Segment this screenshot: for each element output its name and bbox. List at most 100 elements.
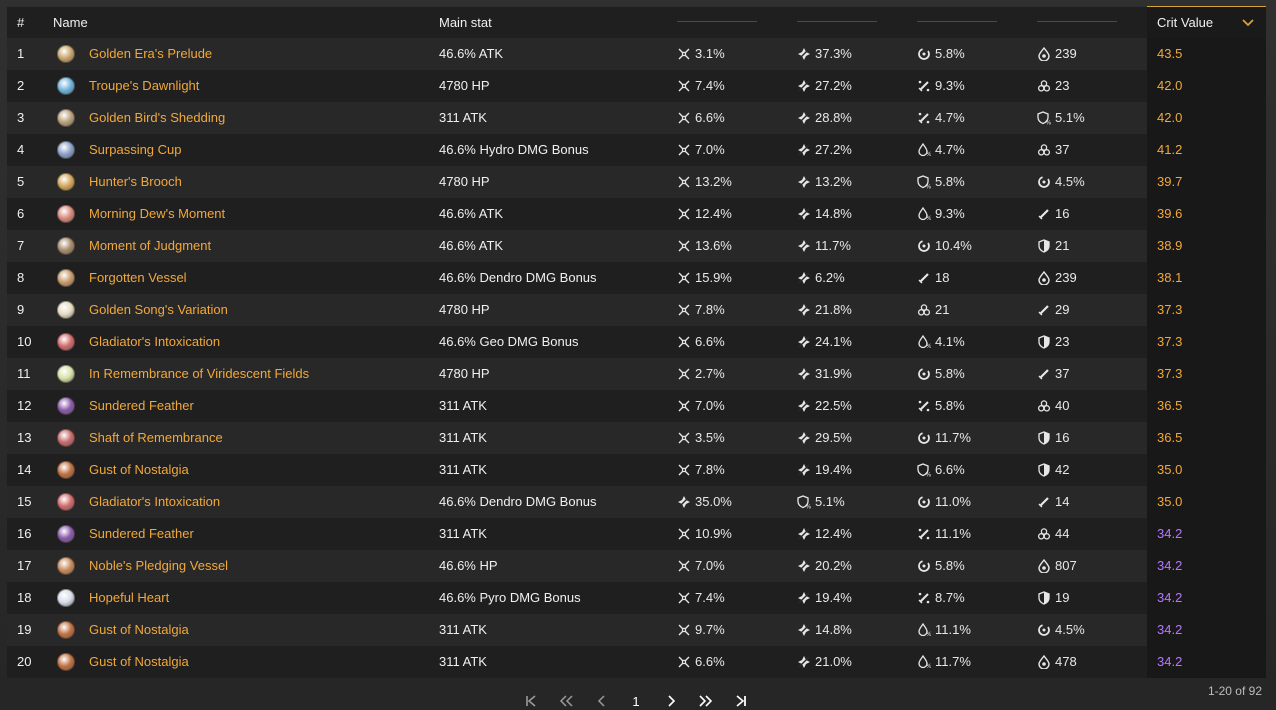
table-row[interactable]: 19 Gust of Nostalgia 311 ATK 9.7% 14.8%% 11.1… — [7, 613, 1266, 646]
crit-value-cell: 38.9 — [1147, 229, 1266, 262]
artifact-name[interactable]: Morning Dew's Moment — [89, 206, 226, 221]
elemental-mastery-icon — [1037, 270, 1051, 285]
artifact-name[interactable]: Golden Bird's Shedding — [89, 110, 226, 125]
artifact-name[interactable]: In Remembrance of Viridescent Fields — [89, 366, 310, 381]
artifact-name[interactable]: Shaft of Remembrance — [89, 430, 223, 445]
table-row[interactable]: 14 Gust of Nostalgia 311 ATK 7.8% 19.4%% 6.6%… — [7, 453, 1266, 486]
artifact-icon — [57, 620, 75, 639]
artifact-name-cell[interactable]: Sundered Feather — [43, 518, 433, 550]
table-row[interactable]: 9 Golden Song's Variation 4780 HP 7.8% 21.8%… — [7, 293, 1266, 326]
next-page-button[interactable] — [664, 694, 680, 708]
table-row[interactable]: 10 Gladiator's Intoxication 46.6% Geo DMG … — [7, 325, 1266, 358]
artifact-name[interactable]: Gust of Nostalgia — [89, 462, 189, 477]
def-flat-icon — [1037, 590, 1051, 605]
crit-value-cell: 37.3 — [1147, 293, 1266, 326]
artifact-name-cell[interactable]: Gust of Nostalgia — [43, 454, 433, 486]
header-substat-1[interactable] — [677, 7, 797, 38]
substat-cell-3: 21 — [917, 294, 1037, 326]
table-row[interactable]: 11 In Remembrance of Viridescent Fields 47… — [7, 357, 1266, 390]
def-flat-icon — [1037, 462, 1051, 477]
artifact-name-cell[interactable]: Golden Era's Prelude — [43, 38, 433, 70]
artifact-name[interactable]: Noble's Pledging Vessel — [89, 558, 229, 573]
substat-cell-3: 9.3% — [917, 70, 1037, 102]
artifact-name-cell[interactable]: Forgotten Vessel — [43, 262, 433, 294]
substat-value: 15.9% — [695, 270, 732, 285]
crit-value-cell: 35.0 — [1147, 453, 1266, 486]
table-row[interactable]: 7 Moment of Judgment 46.6% ATK 13.6% 11.7% 10… — [7, 229, 1266, 262]
artifact-name-cell[interactable]: Noble's Pledging Vessel — [43, 550, 433, 582]
substat-value: 11.7% — [935, 430, 971, 445]
artifact-name-cell[interactable]: Sundered Feather — [43, 390, 433, 422]
substat-value: 11.7% — [935, 654, 971, 669]
table-row[interactable]: 18 Hopeful Heart 46.6% Pyro DMG Bonus 7.4% 1… — [7, 581, 1266, 614]
artifact-name-cell[interactable]: Moment of Judgment — [43, 230, 433, 262]
table-row[interactable]: 17 Noble's Pledging Vessel 46.6% HP 7.0% 20.… — [7, 549, 1266, 582]
table-row[interactable]: 1 Golden Era's Prelude 46.6% ATK 3.1% 37.3% 5… — [7, 37, 1266, 70]
hp-percent-icon: % — [917, 622, 931, 637]
header-substat-3[interactable] — [917, 7, 1037, 38]
artifact-name-cell[interactable]: In Remembrance of Viridescent Fields — [43, 358, 433, 390]
artifact-name[interactable]: Sundered Feather — [89, 526, 194, 541]
table-row[interactable]: 3 Golden Bird's Shedding 311 ATK 6.6% 28.8% 4… — [7, 101, 1266, 134]
substat-cell-2: 21.0% — [797, 646, 917, 678]
table-row[interactable]: 2 Troupe's Dawnlight 4780 HP 7.4% 27.2% 9.3% 2… — [7, 69, 1266, 102]
table-row[interactable]: 8 Forgotten Vessel 46.6% Dendro DMG Bonus 1… — [7, 261, 1266, 294]
artifact-name[interactable]: Troupe's Dawnlight — [89, 78, 200, 93]
header-main-stat[interactable]: Main stat — [439, 14, 492, 30]
artifact-name[interactable]: Forgotten Vessel — [89, 270, 187, 285]
artifact-name-cell[interactable]: Surpassing Cup — [43, 134, 433, 166]
table-row[interactable]: 6 Morning Dew's Moment 46.6% ATK 12.4% 14.8%… — [7, 197, 1266, 230]
artifact-name[interactable]: Gladiator's Intoxication — [89, 494, 221, 509]
substat-value: 40 — [1055, 398, 1070, 413]
previous-set-button[interactable] — [558, 694, 574, 708]
table-row[interactable]: 20 Gust of Nostalgia 311 ATK 6.6% 21.0%% 11.7… — [7, 645, 1266, 678]
artifact-name[interactable]: Gust of Nostalgia — [89, 622, 189, 637]
crit-dmg-icon — [797, 463, 811, 477]
table-row[interactable]: 16 Sundered Feather 311 ATK 10.9% 12.4% 11.1%… — [7, 517, 1266, 550]
substat-cell-1: 3.1% — [677, 38, 797, 70]
table-row[interactable]: 13 Shaft of Remembrance 311 ATK 3.5% 29.5% 11… — [7, 421, 1266, 454]
artifact-name-cell[interactable]: Golden Bird's Shedding — [43, 102, 433, 134]
header-substat-2[interactable] — [797, 7, 917, 38]
first-page-button[interactable] — [523, 694, 539, 708]
artifact-name[interactable]: Sundered Feather — [89, 398, 194, 413]
artifact-name-cell[interactable]: Shaft of Remembrance — [43, 422, 433, 454]
substat-value: 23 — [1055, 334, 1070, 349]
last-page-button[interactable] — [733, 694, 749, 708]
artifact-name-cell[interactable]: Gladiator's Intoxication — [43, 486, 433, 518]
artifact-name[interactable]: Surpassing Cup — [89, 142, 182, 157]
table-row[interactable]: 12 Sundered Feather 311 ATK 7.0% 22.5% 5.8% 40… — [7, 389, 1266, 422]
table-row[interactable]: 5 Hunter's Brooch 4780 HP 13.2% 13.2%% 5.8% 4.… — [7, 165, 1266, 198]
current-page-number[interactable]: 1 — [632, 694, 640, 709]
artifact-name[interactable]: Gust of Nostalgia — [89, 654, 189, 669]
table-row[interactable]: 15 Gladiator's Intoxication 46.6% Dendro D… — [7, 485, 1266, 518]
artifact-name[interactable]: Hunter's Brooch — [89, 174, 182, 189]
header-name[interactable]: Name — [53, 14, 88, 30]
artifact-name-cell[interactable]: Golden Song's Variation — [43, 294, 433, 326]
next-set-button[interactable] — [698, 694, 714, 708]
header-substat-4[interactable] — [1037, 7, 1147, 38]
previous-page-button[interactable] — [593, 694, 609, 708]
artifact-name-cell[interactable]: Hopeful Heart — [43, 582, 433, 614]
table-row[interactable]: 4 Surpassing Cup 46.6% Hydro DMG Bonus 7.0%… — [7, 133, 1266, 166]
artifact-name-cell[interactable]: Gust of Nostalgia — [43, 614, 433, 646]
artifact-name[interactable]: Golden Song's Variation — [89, 302, 228, 317]
artifact-name-cell[interactable]: Gust of Nostalgia — [43, 646, 433, 678]
crit-rate-icon — [677, 527, 691, 541]
main-stat-cell: 311 ATK — [439, 462, 487, 477]
artifact-name-cell[interactable]: Troupe's Dawnlight — [43, 70, 433, 102]
substat-cell-2: 31.9% — [797, 358, 917, 390]
header-crit-value[interactable]: Crit Value — [1147, 6, 1266, 38]
artifact-name[interactable]: Moment of Judgment — [89, 238, 212, 253]
sort-desc-icon[interactable] — [1242, 16, 1254, 27]
svg-text:%: % — [1046, 119, 1052, 125]
substat-cell-1: 7.4% — [677, 70, 797, 102]
artifact-name[interactable]: Golden Era's Prelude — [89, 46, 213, 61]
artifact-name[interactable]: Hopeful Heart — [89, 590, 170, 605]
header-index[interactable]: # — [17, 14, 25, 30]
artifact-name-cell[interactable]: Hunter's Brooch — [43, 166, 433, 198]
artifact-name-cell[interactable]: Gladiator's Intoxication — [43, 326, 433, 358]
substat-cell-4: 40 — [1037, 390, 1147, 422]
artifact-name[interactable]: Gladiator's Intoxication — [89, 334, 221, 349]
artifact-name-cell[interactable]: Morning Dew's Moment — [43, 198, 433, 230]
